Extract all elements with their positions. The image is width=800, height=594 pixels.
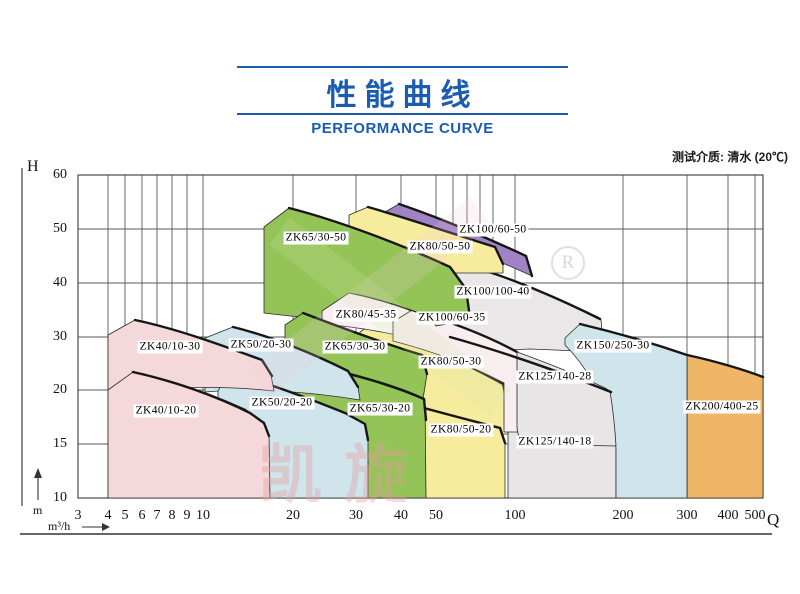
x-tick-300: 300 bbox=[676, 508, 698, 523]
curve-ZK40/10-20 bbox=[131, 370, 271, 438]
x-tick-6: 6 bbox=[138, 508, 146, 523]
region-label-ZK80/50-20: ZK80/50-20 bbox=[428, 423, 494, 437]
y-tick-10: 10 bbox=[53, 490, 67, 505]
pump-regions bbox=[107, 202, 765, 499]
region-label-ZK100/100-40: ZK100/100-40 bbox=[454, 285, 532, 299]
curve-ZK65/30-50 bbox=[287, 206, 472, 320]
x-tick-20: 20 bbox=[286, 508, 300, 523]
x-tick-4: 4 bbox=[104, 508, 112, 523]
curve-ZK40/10-30 bbox=[133, 318, 274, 378]
y-tick-40: 40 bbox=[53, 275, 67, 290]
y-tick-60: 60 bbox=[53, 167, 67, 182]
curve-ZK125/140-28 bbox=[448, 335, 613, 394]
region-label-ZK50/20-30: ZK50/20-30 bbox=[228, 338, 294, 352]
region-label-ZK100/60-35: ZK100/60-35 bbox=[416, 311, 488, 325]
x-tick-40: 40 bbox=[394, 508, 408, 523]
region-label-ZK65/30-30: ZK65/30-30 bbox=[322, 340, 388, 354]
region-label-ZK125/140-18: ZK125/140-18 bbox=[516, 435, 594, 449]
x-tick-100: 100 bbox=[504, 508, 526, 523]
x-tick-8: 8 bbox=[168, 508, 176, 523]
region-label-ZK50/20-20: ZK50/20-20 bbox=[249, 396, 315, 410]
region-label-ZK200/400-25: ZK200/400-25 bbox=[683, 400, 761, 414]
curve-ZK50/20-30 bbox=[231, 325, 360, 389]
curve-ZK65/30-30 bbox=[301, 311, 429, 376]
y-tick-15: 15 bbox=[53, 436, 67, 451]
region-label-ZK40/10-30: ZK40/10-30 bbox=[137, 340, 203, 354]
y-tick-20: 20 bbox=[53, 382, 67, 397]
x-tick-5: 5 bbox=[121, 508, 129, 523]
curve-ZK200/400-25 bbox=[685, 353, 765, 379]
title-rule-top bbox=[237, 66, 568, 68]
curve-ZK80/50-50 bbox=[366, 205, 505, 266]
title-rule-bottom bbox=[237, 113, 568, 115]
x-tick-9: 9 bbox=[183, 508, 191, 523]
x-axis-symbol: Q bbox=[767, 510, 780, 529]
axis-decorations bbox=[20, 168, 772, 535]
region-label-ZK100/60-50: ZK100/60-50 bbox=[457, 223, 529, 237]
y-axis-unit: m bbox=[33, 503, 43, 517]
x-tick-200: 200 bbox=[612, 508, 634, 523]
region-label-ZK80/45-35: ZK80/45-35 bbox=[333, 308, 399, 322]
region-label-ZK125/140-28: ZK125/140-28 bbox=[516, 370, 594, 384]
y-axis-symbol: H bbox=[27, 158, 39, 175]
x-tick-7: 7 bbox=[153, 508, 161, 523]
x-tick-50: 50 bbox=[429, 508, 443, 523]
y-tick-50: 50 bbox=[53, 221, 67, 236]
registered-mark-watermark: R bbox=[551, 246, 585, 280]
test-medium-note: 测试介质: 清水 (20℃) bbox=[671, 150, 788, 164]
region-label-ZK65/30-50: ZK65/30-50 bbox=[283, 231, 349, 245]
region-label-ZK150/250-30: ZK150/250-30 bbox=[574, 339, 652, 353]
x-tick-400: 400 bbox=[717, 508, 739, 523]
region-label-ZK80/50-50: ZK80/50-50 bbox=[407, 240, 473, 254]
x-tick-3: 3 bbox=[74, 508, 82, 523]
page-subtitle: PERFORMANCE CURVE bbox=[311, 120, 494, 137]
page-title: 性能曲线 bbox=[326, 79, 479, 112]
x-tick-10: 10 bbox=[196, 508, 210, 523]
x-tick-30: 30 bbox=[349, 508, 363, 523]
region-label-ZK40/10-20: ZK40/10-20 bbox=[133, 404, 199, 418]
y-tick-30: 30 bbox=[53, 329, 67, 344]
region-ZK200/400-25 bbox=[686, 354, 764, 499]
x-axis-unit: m³/h bbox=[48, 519, 71, 533]
x-tick-500: 500 bbox=[744, 508, 766, 523]
region-label-ZK65/30-20: ZK65/30-20 bbox=[347, 402, 413, 416]
region-label-ZK80/50-30: ZK80/50-30 bbox=[418, 355, 484, 369]
